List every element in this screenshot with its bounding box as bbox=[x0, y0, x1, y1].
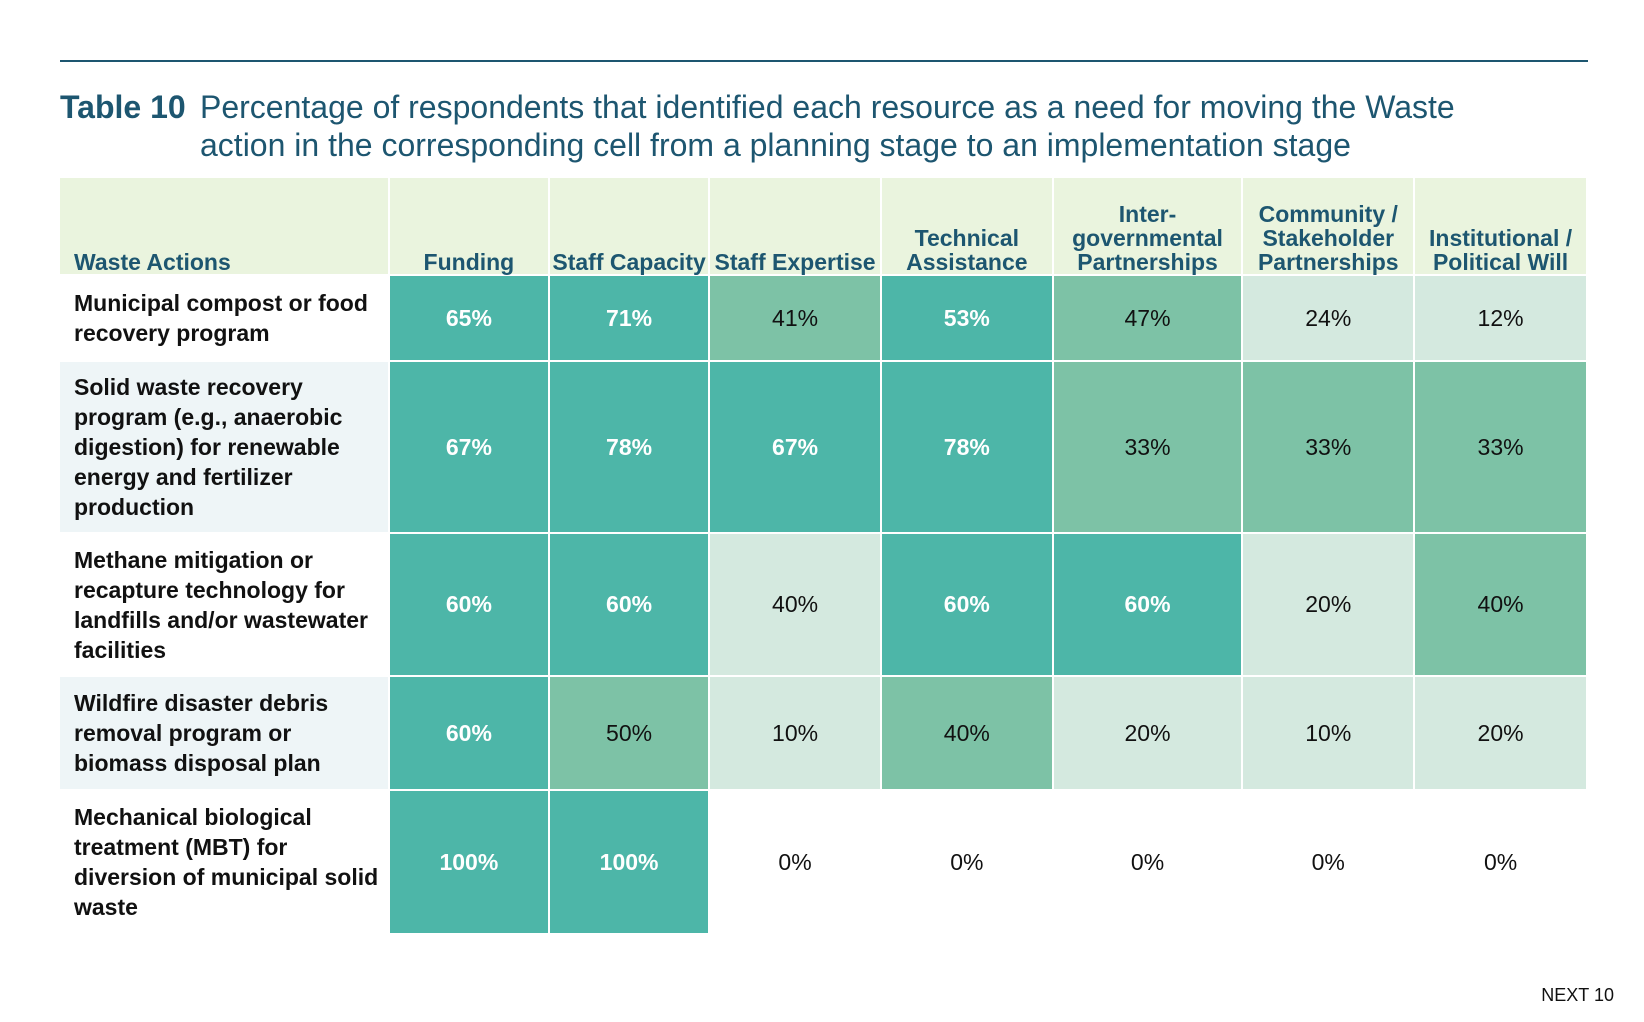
table-cell: 10% bbox=[708, 675, 881, 790]
caption-text: Percentage of respondents that identifie… bbox=[200, 89, 1455, 163]
table-cell: 60% bbox=[879, 532, 1053, 676]
table-cell: 78% bbox=[879, 360, 1053, 533]
table-cell: 60% bbox=[387, 675, 549, 790]
row-action-label: Solid waste recovery program (e.g., anae… bbox=[60, 360, 389, 533]
table-cell: 10% bbox=[1241, 675, 1415, 790]
table-cell: 0% bbox=[1413, 789, 1586, 933]
table-cell: 33% bbox=[1241, 360, 1415, 533]
page-footer: NEXT 10 bbox=[1541, 985, 1614, 1005]
table-cell: 20% bbox=[1051, 675, 1243, 790]
table-cell: 71% bbox=[547, 274, 710, 361]
table-row: Wildfire disaster debris removal program… bbox=[60, 675, 1586, 790]
table-cell: 0% bbox=[708, 789, 881, 933]
caption-label: Table 10 bbox=[60, 89, 186, 125]
table-cell: 65% bbox=[387, 274, 549, 361]
table-row: Mechanical biological treatment (MBT) fo… bbox=[60, 789, 1586, 933]
table-cell: 47% bbox=[1051, 274, 1243, 361]
table-cell: 33% bbox=[1413, 360, 1586, 533]
table-cell: 24% bbox=[1241, 274, 1415, 361]
row-action-label: Methane mitigation or recapture technolo… bbox=[60, 532, 389, 676]
header-staff-expertise: Staff Expertise bbox=[708, 178, 881, 275]
table-row: Solid waste recovery program (e.g., anae… bbox=[60, 360, 1586, 533]
table-cell: 67% bbox=[708, 360, 881, 533]
table-cell: 60% bbox=[547, 532, 710, 676]
header-waste-actions: Waste Actions bbox=[74, 249, 231, 275]
table-cell: 60% bbox=[387, 532, 549, 676]
top-rule bbox=[60, 60, 1588, 62]
table-cell: 40% bbox=[708, 532, 881, 676]
row-action-label: Wildfire disaster debris removal program… bbox=[60, 675, 389, 790]
table-cell: 33% bbox=[1051, 360, 1243, 533]
waste-actions-table: Waste Actions Funding Staff Capacity Sta… bbox=[60, 178, 1586, 933]
table-cell: 50% bbox=[547, 675, 710, 790]
table-row: Methane mitigation or recapture technolo… bbox=[60, 532, 1586, 676]
table-cell: 20% bbox=[1241, 532, 1415, 676]
header-technical-assistance: Technical Assistance bbox=[879, 178, 1053, 275]
header-community-stakeholder-partnerships: Community / Stakeholder Partnerships bbox=[1241, 178, 1415, 275]
table-cell: 40% bbox=[879, 675, 1053, 790]
table-cell: 0% bbox=[1241, 789, 1415, 933]
table-row: Municipal compost or food recovery progr… bbox=[60, 274, 1586, 361]
header-institutional-political-will: Institutional / Political Will bbox=[1413, 178, 1586, 275]
table-cell: 0% bbox=[1051, 789, 1243, 933]
table-cell: 41% bbox=[708, 274, 881, 361]
table-cell: 0% bbox=[879, 789, 1053, 933]
table-header-row: Waste Actions Funding Staff Capacity Sta… bbox=[60, 178, 1586, 275]
table-cell: 53% bbox=[879, 274, 1053, 361]
table-cell: 100% bbox=[387, 789, 549, 933]
table-cell: 12% bbox=[1413, 274, 1586, 361]
header-intergovernmental-partnerships: Inter-governmental Partnerships bbox=[1051, 178, 1243, 275]
table-cell: 20% bbox=[1413, 675, 1586, 790]
row-action-label: Municipal compost or food recovery progr… bbox=[60, 274, 389, 361]
table-cell: 60% bbox=[1051, 532, 1243, 676]
table-cell: 67% bbox=[387, 360, 549, 533]
table-cell: 40% bbox=[1413, 532, 1586, 676]
table-cell: 100% bbox=[547, 789, 710, 933]
row-action-label: Mechanical biological treatment (MBT) fo… bbox=[60, 789, 389, 933]
header-funding: Funding bbox=[387, 178, 549, 275]
header-staff-capacity: Staff Capacity bbox=[547, 178, 710, 275]
table-cell: 78% bbox=[547, 360, 710, 533]
